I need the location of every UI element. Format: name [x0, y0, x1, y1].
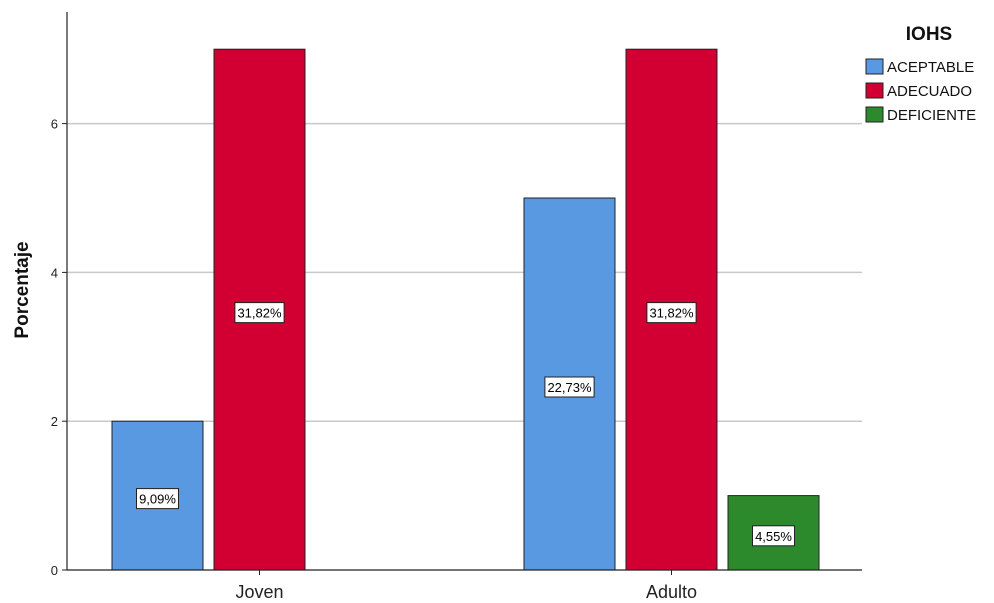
legend-title: IOHS: [906, 24, 952, 45]
data-labels: 9,09% 31,82% 22,73% 31,82% 4,55%: [136, 302, 795, 547]
bars: [111, 48, 820, 571]
x-tick-label: Adulto: [646, 582, 697, 602]
data-label: 4,55%: [755, 529, 792, 544]
axes: 0 2 4 6 Joven Adulto: [51, 12, 862, 602]
data-label-box: [136, 488, 179, 510]
legend-swatch-deficiente: [865, 106, 884, 123]
data-label-box: [646, 302, 697, 324]
y-tick-label: 4: [51, 265, 58, 280]
y-tick-label: 0: [51, 563, 58, 578]
data-label-box: [234, 302, 285, 324]
data-label: 22,73%: [547, 380, 592, 395]
y-tick-label: 2: [51, 414, 58, 429]
data-label-box: [752, 525, 795, 547]
data-label-box: [544, 376, 595, 398]
gridlines: [67, 122, 862, 422]
legend-label-deficiente: DEFICIENTE: [887, 107, 976, 124]
legend-label-adecuado: ADECUADO: [887, 83, 972, 100]
legend-swatch-aceptable: [865, 58, 884, 75]
legend: IOHS ACEPTABLE ADECUADO DEFICIENTE: [865, 24, 976, 124]
y-axis-label: Porcentaje: [12, 241, 33, 338]
data-label: 31,82%: [649, 306, 694, 321]
x-tick-label: Joven: [235, 582, 283, 602]
data-label: 9,09%: [139, 492, 176, 507]
data-label: 31,82%: [237, 306, 282, 321]
legend-label-aceptable: ACEPTABLE: [887, 59, 974, 76]
y-tick-label: 6: [51, 117, 58, 132]
legend-swatch-adecuado: [865, 82, 884, 99]
